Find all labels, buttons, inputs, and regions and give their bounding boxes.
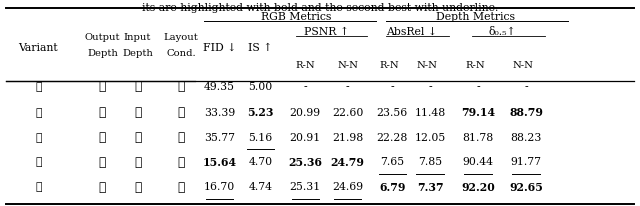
Text: 5.23: 5.23 [247,107,274,118]
Text: 11.48: 11.48 [415,107,445,117]
Text: 6.79: 6.79 [379,181,406,192]
Text: ✗: ✗ [177,131,185,143]
Text: 79.14: 79.14 [461,107,495,118]
Text: -: - [390,82,394,91]
Text: ✗: ✗ [134,155,141,168]
Text: its are highlighted with bold and the second best with underline.: its are highlighted with bold and the se… [142,3,498,13]
Text: ✓: ✓ [99,155,106,168]
Text: ✓: ✓ [177,180,185,193]
Text: ✓: ✓ [134,180,141,193]
Text: 23.56: 23.56 [377,107,408,117]
Text: 7.85: 7.85 [418,157,442,167]
Text: 81.78: 81.78 [463,132,493,142]
Text: R-N: R-N [380,60,399,69]
Text: 92.20: 92.20 [461,181,495,192]
Text: 88.79: 88.79 [509,107,543,118]
Text: 88.23: 88.23 [510,132,542,142]
Text: Cond.: Cond. [166,49,196,58]
Text: -: - [303,82,307,91]
Text: δ₀.₅↑: δ₀.₅↑ [488,27,516,37]
Text: ✓: ✓ [99,180,106,193]
Text: 22.28: 22.28 [376,132,408,142]
Text: Depth: Depth [87,49,118,58]
Text: 25.31: 25.31 [290,181,321,191]
Text: AbsRel ↓: AbsRel ↓ [386,27,436,37]
Text: ①: ① [35,82,42,91]
Text: 91.77: 91.77 [511,157,541,167]
Text: ✗: ✗ [134,106,141,119]
Text: RGB Metrics: RGB Metrics [261,12,332,22]
Text: 20.99: 20.99 [290,107,321,117]
Text: N-N: N-N [417,60,437,69]
Text: ②: ② [35,107,42,117]
Text: 7.65: 7.65 [380,157,404,167]
Text: ✓: ✓ [99,131,106,143]
Text: 24.69: 24.69 [332,181,363,191]
Text: 92.65: 92.65 [509,181,543,192]
Text: 12.05: 12.05 [415,132,445,142]
Text: 25.36: 25.36 [288,156,323,167]
Text: R-N: R-N [296,60,315,69]
Text: 22.60: 22.60 [332,107,364,117]
Text: 5.00: 5.00 [248,82,273,91]
Text: ✗: ✗ [99,80,106,93]
Text: 5.16: 5.16 [248,132,273,142]
Text: Variant: Variant [19,42,58,52]
Text: -: - [476,82,480,91]
Text: 33.39: 33.39 [204,107,235,117]
Text: 7.37: 7.37 [417,181,444,192]
Text: N-N: N-N [513,60,533,69]
Text: -: - [428,82,432,91]
Text: ✓: ✓ [134,131,141,143]
Text: IS ↑: IS ↑ [248,42,273,52]
Text: -: - [346,82,349,91]
Text: Depth: Depth [122,49,153,58]
Text: N-N: N-N [337,60,358,69]
Text: Input: Input [124,33,151,42]
Text: ✓: ✓ [177,155,185,168]
Text: PSNR ↑: PSNR ↑ [304,27,349,37]
Text: ✗: ✗ [134,80,141,93]
Text: Output: Output [84,33,120,42]
Text: Depth Metrics: Depth Metrics [436,12,515,22]
Text: ✗: ✗ [177,106,185,119]
Text: ⑤: ⑤ [35,181,42,191]
Text: 21.98: 21.98 [332,132,363,142]
Text: 16.70: 16.70 [204,181,235,191]
Text: R-N: R-N [465,60,484,69]
Text: FID ↓: FID ↓ [203,42,236,52]
Text: 35.77: 35.77 [204,132,235,142]
Text: 90.44: 90.44 [463,157,493,167]
Text: 24.79: 24.79 [331,156,364,167]
Text: ④: ④ [35,157,42,167]
Text: 4.70: 4.70 [248,157,273,167]
Text: 4.74: 4.74 [248,181,273,191]
Text: 20.91: 20.91 [290,132,321,142]
Text: ✓: ✓ [99,106,106,119]
Text: Layout: Layout [164,33,198,42]
Text: ✗: ✗ [177,80,185,93]
Text: 15.64: 15.64 [202,156,237,167]
Text: ③: ③ [35,132,42,142]
Text: 49.35: 49.35 [204,82,235,91]
Text: -: - [524,82,528,91]
